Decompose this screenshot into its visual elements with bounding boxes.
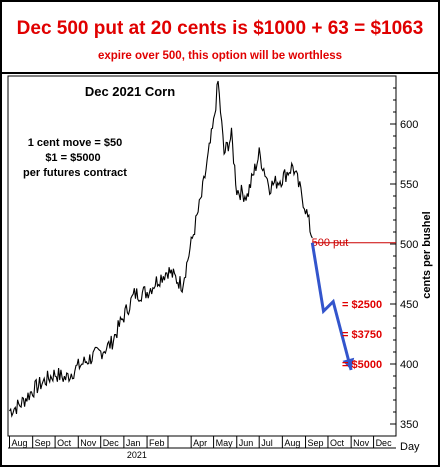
x-month-label: Dec <box>103 438 120 448</box>
reference-line-label: 500 put <box>312 237 349 249</box>
x-month-label: Nov <box>80 438 97 448</box>
legend-note-2: $1 = $5000 <box>45 152 100 164</box>
projection-arrowhead <box>342 357 355 370</box>
y-tick-label: 400 <box>400 359 418 371</box>
x-month-label: Oct <box>57 438 72 448</box>
y-axis: 350 400 450 500 550 600 <box>390 75 418 437</box>
x-month-label: May <box>216 438 234 448</box>
plot-frame <box>7 75 397 437</box>
projection-series-line <box>310 242 353 371</box>
x-axis: Aug Sep Oct Nov Dec Jan Feb Apr May Jun Jul Aug Sep O… <box>8 436 420 460</box>
headline-subtitle: expire over 500, this option will be wor… <box>97 50 343 62</box>
y-tick-label: 450 <box>400 299 418 311</box>
chart-title: Dec 2021 Corn <box>85 84 175 99</box>
headline-title: Dec 500 put at 20 cents is $1000 + 63 = … <box>16 18 424 39</box>
x-month-label: Oct <box>330 438 345 448</box>
legend-note-3: per futures contract <box>23 167 127 179</box>
x-month-label: Aug <box>284 438 300 448</box>
x-month-label: Feb <box>149 438 165 448</box>
legend-note-1: 1 cent move = $50 <box>28 137 122 149</box>
x-year-label: 2021 <box>127 450 147 460</box>
x-month-label: Aug <box>11 438 27 448</box>
x-month-label: Nov <box>353 438 370 448</box>
x-month-label: Sep <box>308 438 324 448</box>
value-annotation: = $2500 <box>342 299 382 311</box>
x-axis-label: Day <box>400 441 420 453</box>
price-series-line <box>9 80 313 418</box>
annotations: = $2500 = $3750 = $5000 <box>342 299 382 371</box>
y-tick-label: 550 <box>400 179 418 191</box>
y-tick-label: 500 <box>400 239 418 251</box>
x-month-label: Jun <box>239 438 254 448</box>
reference-group: 500 put <box>312 237 396 249</box>
value-annotation: = $3750 <box>342 329 382 341</box>
x-month-label: Sep <box>35 438 51 448</box>
y-tick-label: 600 <box>400 119 418 131</box>
x-month-label: Jul <box>261 438 273 448</box>
y-axis-label: cents per bushel <box>421 211 433 298</box>
x-month-label: Jan <box>126 438 141 448</box>
y-tick-label: 350 <box>400 419 418 431</box>
value-annotation: = $5000 <box>342 359 382 371</box>
x-month-label: Apr <box>193 438 207 448</box>
x-month-label: Dec <box>376 438 393 448</box>
